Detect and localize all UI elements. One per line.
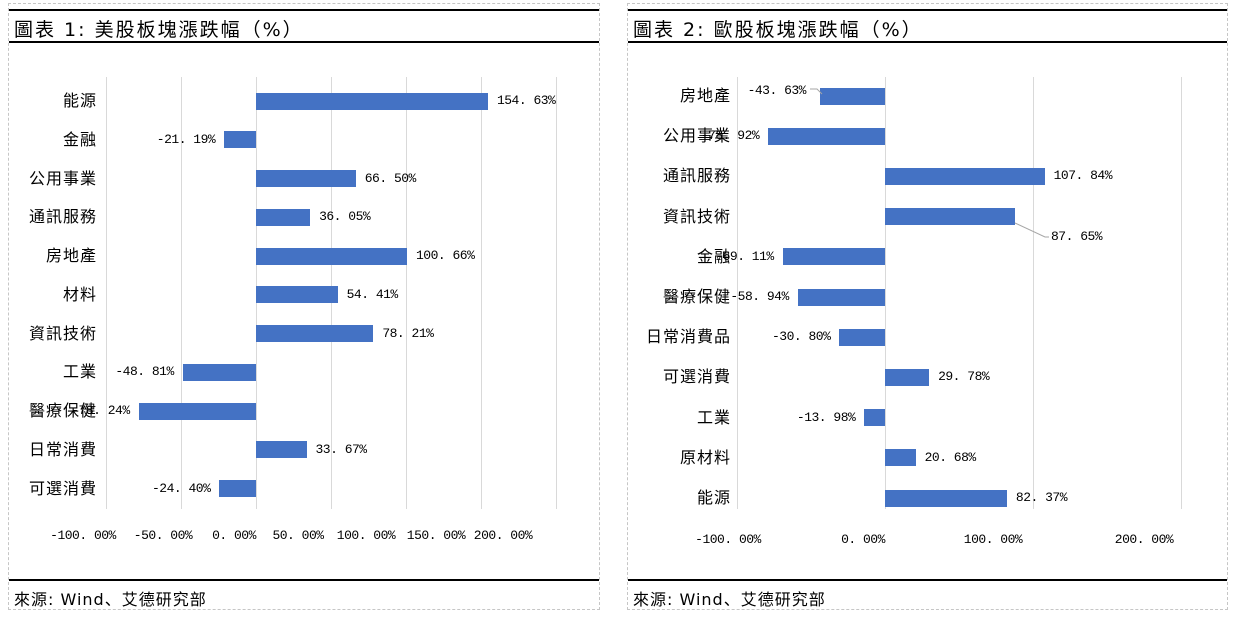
- figure-title-us: 圖表 1: 美股板塊漲跌幅（%）: [9, 9, 599, 43]
- value-label: 20. 68%: [924, 449, 977, 465]
- value-label: -48. 81%: [115, 364, 174, 380]
- value-label: 29. 78%: [938, 369, 990, 385]
- axis-tick-label: -100. 00%: [695, 532, 761, 547]
- axis-tick-label: -100. 00%: [50, 528, 116, 543]
- gridline: [106, 77, 107, 509]
- gridline: [556, 77, 557, 509]
- category-label: 日常消費品: [645, 327, 731, 347]
- category-label: 材料: [62, 284, 97, 304]
- bar: [782, 248, 885, 266]
- gridline: [1033, 77, 1034, 509]
- category-label: 金融: [696, 246, 731, 266]
- bar: [864, 409, 885, 427]
- value-label: -43. 63%: [747, 83, 807, 98]
- bar: [768, 127, 885, 145]
- bar: [219, 480, 256, 497]
- bar: [256, 247, 407, 265]
- category-label: 醫療保健: [28, 401, 97, 420]
- gridline: [1181, 77, 1182, 509]
- value-label: 100. 66%: [415, 248, 475, 263]
- bar: [182, 363, 256, 381]
- bar: [885, 167, 1045, 185]
- category-label: 金融: [62, 129, 97, 149]
- figure-panel-eu: 圖表 2: 歐股板塊漲跌幅（%） -100. 00% 0. 00% 100. 00%…: [627, 3, 1228, 610]
- value-label: 54. 41%: [346, 286, 399, 302]
- category-label: 公用事業: [28, 168, 97, 188]
- value-label: -58. 94%: [730, 289, 789, 304]
- bar: [224, 131, 256, 149]
- value-label: -13. 98%: [796, 409, 856, 425]
- category-label: 可選消費: [662, 367, 731, 387]
- bar-chart-us: -100. 00% -50. 00% 0. 00% 50. 00% 100. 00% 15…: [9, 4, 599, 609]
- bar: [256, 325, 374, 342]
- category-label: 通訊服務: [662, 166, 731, 186]
- category-label: 通訊服務: [28, 207, 97, 227]
- bar: [820, 87, 885, 105]
- category-label: 能源: [62, 91, 97, 110]
- bar: [256, 208, 311, 226]
- category-label: 原材料: [679, 447, 731, 467]
- bar: [256, 92, 488, 110]
- value-label: -30. 80%: [772, 329, 831, 345]
- bar: [885, 489, 1007, 507]
- value-label: -78. 92%: [700, 128, 760, 144]
- category-label: 房地產: [679, 86, 731, 105]
- category-label: 房地產: [45, 246, 97, 265]
- category-label: 日常消費: [28, 439, 97, 459]
- axis-tick-label: 50. 00%: [272, 528, 324, 543]
- category-label: 工業: [62, 362, 97, 382]
- axis-tick-label: 200. 00%: [1114, 532, 1174, 547]
- category-label: 資訊技術: [662, 206, 731, 226]
- category-label: 醫療保健: [662, 287, 731, 306]
- value-label: 154. 63%: [496, 93, 556, 108]
- leader-line: [1014, 222, 1049, 238]
- gridline: [181, 77, 182, 509]
- bar: [256, 441, 307, 459]
- figure-panel-us: 圖表 1: 美股板塊漲跌幅（%） -100. 00% -50. 00% 0. 00%…: [8, 3, 600, 610]
- bar: [885, 368, 930, 386]
- value-label: -69. 11%: [715, 248, 774, 264]
- bar: [797, 288, 885, 306]
- category-label: 可選消費: [28, 478, 97, 498]
- value-label: -21. 19%: [156, 131, 216, 147]
- axis-tick-label: 0. 00%: [212, 528, 256, 543]
- figure-title-eu: 圖表 2: 歐股板塊漲跌幅（%）: [628, 9, 1227, 43]
- value-label: -78. 24%: [71, 403, 130, 418]
- axis-tick-label: 100. 00%: [963, 532, 1023, 547]
- value-label: 66. 50%: [364, 170, 417, 186]
- bar-chart-eu: -100. 00% 0. 00% 100. 00% 200. 00% -43. 63% -…: [628, 4, 1227, 609]
- axis-tick-label: -50. 00%: [133, 528, 193, 543]
- value-label: 87. 65%: [1051, 229, 1103, 244]
- figure-source-eu: 來源: Wind、艾德研究部: [628, 579, 1227, 609]
- bar: [256, 286, 338, 304]
- category-label: 公用事業: [662, 126, 731, 146]
- bar: [839, 328, 885, 346]
- axis-tick-label: 200. 00%: [473, 528, 533, 543]
- gridline: [481, 77, 482, 509]
- value-label: 36. 05%: [319, 209, 371, 225]
- gridline: [406, 77, 407, 509]
- axis-tick-label: 150. 00%: [406, 528, 466, 543]
- value-label: 107. 84%: [1053, 168, 1113, 184]
- value-label: 78. 21%: [382, 325, 434, 341]
- bar: [138, 402, 256, 420]
- category-label: 能源: [696, 488, 731, 507]
- bar: [256, 170, 356, 187]
- figure-source-us: 來源: Wind、艾德研究部: [9, 579, 599, 609]
- value-label: -24. 40%: [151, 480, 211, 496]
- value-label: 33. 67%: [315, 441, 368, 457]
- axis-tick-label: 0. 00%: [841, 532, 885, 547]
- value-label: 82. 37%: [1015, 490, 1068, 505]
- axis-tick-label: 100. 00%: [336, 528, 396, 543]
- category-label: 工業: [696, 407, 731, 427]
- bar: [885, 449, 916, 467]
- bar: [885, 208, 1015, 226]
- gridline: [885, 77, 886, 509]
- gridline: [737, 77, 738, 509]
- category-label: 資訊技術: [28, 323, 97, 343]
